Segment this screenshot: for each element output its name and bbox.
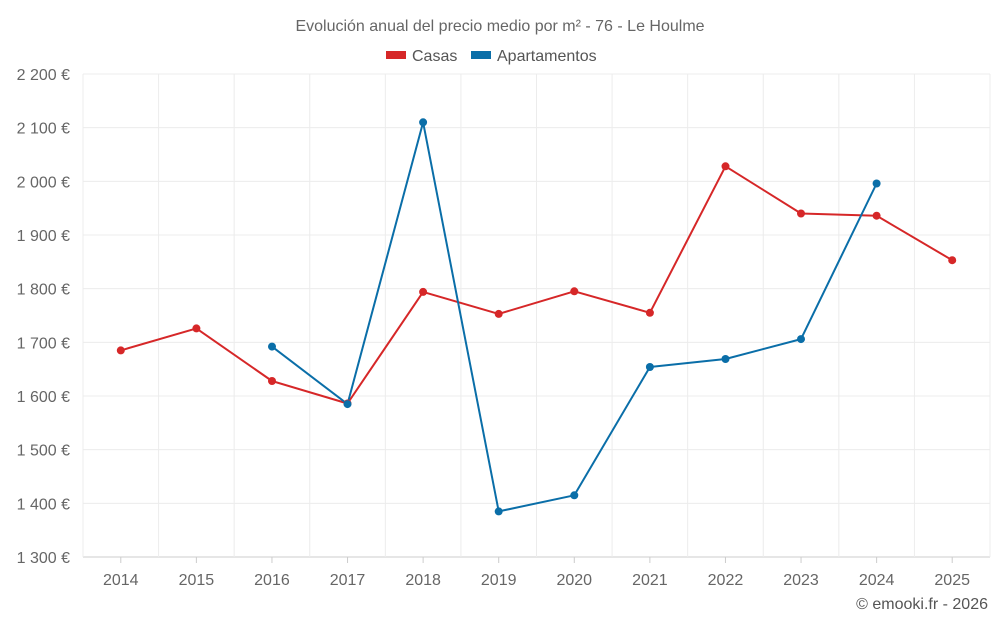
data-point-apartamentos[interactable]	[797, 335, 805, 344]
data-point-casas[interactable]	[494, 309, 503, 318]
credit-text: © emooki.fr - 2026	[856, 596, 988, 613]
data-point-casas[interactable]	[192, 324, 201, 333]
data-point-casas[interactable]	[419, 287, 428, 296]
x-tick-label: 2016	[254, 572, 290, 589]
x-axis: 2014 2015 2016 2017 2018 2019 2020 2021 2022 2023…	[103, 557, 970, 589]
legend-swatch-casas	[386, 51, 406, 59]
legend-swatch-apartamentos	[471, 51, 491, 59]
data-point-apartamentos[interactable]	[645, 363, 654, 371]
x-tick-label: 2018	[405, 572, 441, 589]
data-point-casas[interactable]	[721, 162, 730, 171]
data-point-casas[interactable]	[797, 209, 805, 218]
data-point-casas[interactable]	[872, 211, 881, 220]
data-point-apartamentos[interactable]	[872, 179, 881, 188]
legend-label-apartamentos: Apartamentos	[497, 48, 597, 65]
data-point-casas[interactable]	[116, 346, 125, 355]
x-tick-label: 2014	[103, 572, 139, 589]
y-tick-label: 1 600 €	[17, 389, 70, 406]
y-axis: 1 300 € 1 400 € 1 500 € 1 600 € 1 700 € 1 800…	[17, 67, 70, 567]
series-line-apartamentos	[271, 121, 878, 513]
x-tick-label: 2017	[330, 572, 366, 589]
y-tick-label: 1 500 €	[17, 443, 70, 460]
data-point-casas[interactable]	[645, 308, 654, 317]
x-tick-label: 2023	[783, 572, 819, 589]
legend: Casas Apartamentos	[386, 48, 597, 65]
x-tick-label: 2019	[481, 572, 517, 589]
y-tick-label: 1 800 €	[17, 282, 70, 299]
y-tick-label: 1 900 €	[17, 228, 70, 245]
data-points	[116, 118, 957, 516]
y-tick-label: 1 700 €	[17, 335, 70, 352]
x-tick-label: 2020	[556, 572, 592, 589]
chart-title: Evolución anual del precio medio por m² …	[295, 18, 704, 35]
data-point-casas[interactable]	[268, 377, 276, 385]
y-tick-label: 2 000 €	[17, 174, 70, 191]
y-tick-label: 1 300 €	[17, 550, 70, 567]
data-point-apartamentos[interactable]	[570, 491, 579, 500]
legend-item-apartamentos[interactable]: Apartamentos	[471, 48, 597, 65]
y-tick-label: 1 400 €	[17, 496, 70, 513]
data-point-casas[interactable]	[948, 256, 957, 265]
x-tick-label: 2015	[179, 572, 215, 589]
x-tick-label: 2025	[934, 572, 970, 589]
series-line-casas	[120, 165, 953, 405]
data-point-apartamentos[interactable]	[419, 118, 428, 127]
x-tick-label: 2022	[708, 572, 744, 589]
legend-label-casas: Casas	[412, 48, 457, 65]
y-tick-label: 2 100 €	[17, 121, 70, 138]
data-point-apartamentos[interactable]	[721, 355, 730, 363]
x-tick-label: 2024	[859, 572, 895, 589]
data-point-apartamentos[interactable]	[494, 507, 503, 516]
legend-item-casas[interactable]: Casas	[386, 48, 457, 65]
y-tick-label: 2 200 €	[17, 67, 70, 84]
data-point-apartamentos[interactable]	[268, 342, 276, 351]
gridlines	[82, 73, 991, 558]
data-point-apartamentos[interactable]	[343, 400, 352, 409]
data-point-casas[interactable]	[570, 287, 579, 296]
x-tick-label: 2021	[632, 572, 668, 589]
